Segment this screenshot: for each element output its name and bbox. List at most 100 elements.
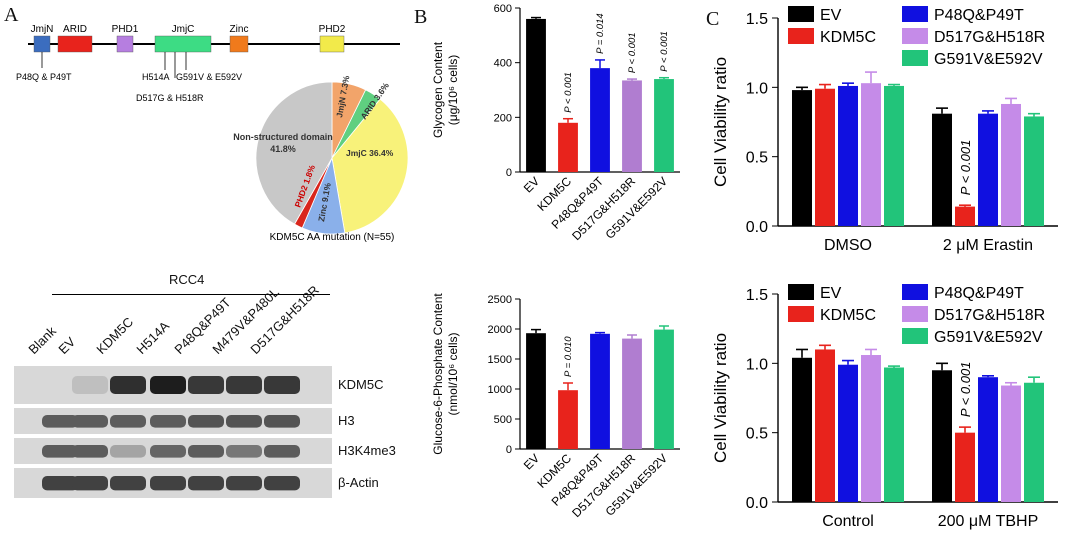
panel-letter-a: A [4, 4, 19, 26]
legend-label-p48q-p49t: P48Q&P49T [934, 285, 1024, 302]
y-tick-label: 600 [494, 3, 512, 15]
band-h3k4me3-1 [42, 445, 78, 458]
band-actin-5 [188, 476, 224, 491]
legend-swatch-ev [788, 284, 814, 300]
y-tick-label: 0.5 [746, 150, 768, 167]
panel-letter-c: C [706, 8, 720, 30]
pie-label-3: JmjC 36.4% [346, 148, 394, 158]
domain-phd2 [319, 35, 345, 53]
bar-200-m-tbhp-p48q-p49t [978, 377, 998, 502]
legend-label-ev: EV [820, 7, 842, 24]
legend-swatch-g591v-e592v [902, 328, 928, 344]
viability-erastin-chart: 0.0 0.5 1.0 1.5 DMSO P < 0.001 2 μM Erastin EV K… [711, 6, 1058, 254]
bar-ev [526, 333, 546, 449]
lane-label-kdm5c: KDM5C [93, 314, 137, 357]
domain-arid [57, 35, 93, 53]
legend-label-ev: EV [820, 285, 842, 302]
domain-label-arid: ARID [63, 24, 87, 35]
y-tick-label: 1.5 [746, 287, 768, 304]
x-tick-label-ev: EV [521, 451, 542, 472]
legend-swatch-g591v-e592v [902, 50, 928, 66]
bar-dmso-d517g-h518r [861, 83, 881, 226]
bar-dmso-g591v-e592v [884, 85, 904, 227]
y-tick-label: 2500 [488, 294, 512, 306]
domain-phd1 [116, 35, 134, 53]
blot-row-label-actin: β-Actin [338, 475, 379, 490]
p-value-kdm5c: P < 0.001 [563, 72, 574, 113]
y-tick-label: 200 [494, 112, 512, 124]
bar-200-m-tbhp-kdm5c [955, 432, 975, 502]
blot-row-label-h3: H3 [338, 413, 355, 428]
lane-label-m479v-p480l: M479V&P480L [209, 284, 282, 357]
group-label-2-m-erastin: 2 μM Erastin [943, 237, 1033, 254]
bar-kdm5c [558, 390, 578, 449]
legend-label-p48q-p49t: P48Q&P49T [934, 7, 1024, 24]
bar-p48q-p49t [590, 333, 610, 449]
pie-slice-6 [255, 81, 333, 225]
legend-swatch-kdm5c [788, 306, 814, 322]
y-axis-label: Glucose-6-Phosphate Content [431, 293, 445, 455]
viability-tbhp-chart: 0.0 0.5 1.0 1.5 Control P < 0.001 200 μM TBHP E… [711, 284, 1058, 530]
y-tick-label: 0 [506, 167, 512, 179]
y-tick-label: 1.0 [746, 80, 768, 97]
bar-control-kdm5c [815, 349, 835, 502]
y-tick-label: 0 [506, 444, 512, 456]
group-label-200-m-tbhp: 200 μM TBHP [938, 513, 1039, 530]
y-tick-label: 1500 [488, 354, 512, 366]
lane-label-h514a: H514A [133, 318, 173, 357]
band-h3k4me3-5 [188, 445, 224, 458]
bar-kdm5c [558, 122, 578, 172]
band-h3-6 [226, 415, 262, 428]
band-h3-3 [110, 415, 146, 428]
lane-label-ev: EV [55, 334, 79, 357]
y-tick-label: 1.5 [746, 11, 768, 28]
bar-ev [526, 18, 546, 172]
y-tick-label: 2000 [488, 324, 512, 336]
band-h3k4me3-6 [226, 445, 262, 458]
y-tick-label: 1.0 [746, 356, 768, 373]
legend-label-g591v-e592v: G591V&E592V [934, 329, 1043, 346]
western-blot-panel: RCC4 Blank EV KDM5C H514A P48Q&P49T M479V&P48… [0, 270, 420, 540]
legend-swatch-d517g-h518r [902, 306, 928, 322]
p-value-p48q-p49t: P = 0.014 [595, 13, 606, 54]
mutation-label-m4: D517G & H518R [136, 93, 204, 103]
legend-swatch-p48q-p49t [902, 6, 928, 22]
bar-2-m-erastin-ev [932, 113, 952, 226]
blot-row-label-h3k4me3: H3K4me3 [338, 443, 396, 458]
band-h3-5 [188, 415, 224, 428]
band-kdm5c-3 [110, 376, 146, 394]
legend-swatch-kdm5c [788, 28, 814, 44]
band-h3-2 [72, 415, 108, 428]
band-actin-6 [226, 476, 262, 491]
band-h3-4 [150, 415, 186, 428]
mutation-label-m2: H514A [142, 72, 170, 82]
blot-image [14, 366, 332, 498]
y-tick-label: 500 [494, 414, 512, 426]
band-h3-1 [42, 415, 78, 428]
y-axis-unit: (nmol/10⁶ cells) [446, 333, 460, 416]
pie-label-non-structured-2: 41.8% [270, 144, 296, 154]
bar-dmso-ev [792, 90, 812, 227]
legend-swatch-d517g-h518r [902, 28, 928, 44]
y-axis-label: Cell Viability ratio [711, 333, 730, 463]
band-kdm5c-4 [150, 376, 186, 394]
p-value-annotation: P < 0.001 [958, 362, 973, 418]
domain-label-phd2: PHD2 [319, 24, 346, 35]
bar-g591v-e592v [654, 329, 674, 449]
legend-swatch-p48q-p49t [902, 284, 928, 300]
group-label-control: Control [822, 513, 874, 530]
blot-title-line [52, 294, 330, 295]
band-h3k4me3-2 [72, 445, 108, 458]
legend-label-kdm5c: KDM5C [820, 307, 876, 324]
domain-map-and-pie: JmjN ARID PHD1 JmjC Zinc PHD2 P48Q & P49T H51… [16, 24, 409, 243]
legend-label-kdm5c: KDM5C [820, 29, 876, 46]
p-value-annotation: P < 0.001 [958, 140, 973, 196]
lane-label-blank: Blank [25, 323, 60, 357]
legend-label-g591v-e592v: G591V&E592V [934, 51, 1043, 68]
p-value-kdm5c: P = 0.010 [563, 336, 574, 377]
bar-d517g-h518r [622, 80, 642, 172]
y-axis-label: Glycogen Content [431, 41, 445, 138]
bar-2-m-erastin-d517g-h518r [1001, 103, 1021, 226]
bar-control-g591v-e592v [884, 367, 904, 502]
